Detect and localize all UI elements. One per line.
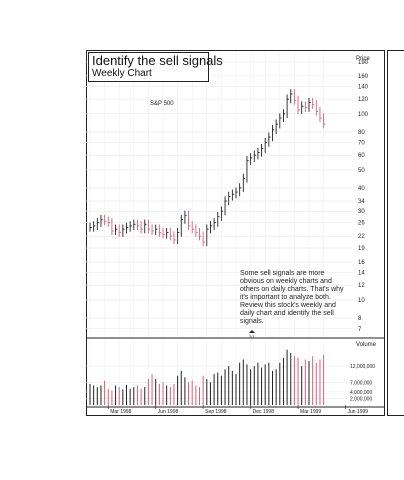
chart-title: Identify the sell signals [92, 53, 223, 68]
annotation-note: Some sell signals are more obvious on we… [240, 270, 344, 325]
price-tick-label: 10 [358, 298, 365, 304]
price-tick-label: 16 [358, 260, 365, 266]
price-bars [89, 89, 326, 247]
price-tick-label: 60 [358, 153, 365, 159]
grid-layer [86, 52, 352, 405]
price-tick-label: 120 [358, 97, 369, 103]
split-marker: 2/1 [249, 330, 255, 339]
price-tick-label: 190 [358, 60, 369, 66]
price-tick-label: 7 [358, 327, 362, 333]
date-tick-label: Dec 1998 [253, 409, 275, 415]
date-tick-label: Sep 1998 [205, 409, 227, 415]
chart-frame [86, 50, 385, 416]
date-tick-label: Mar 1999 [300, 409, 321, 415]
price-axis-label: Price [356, 56, 370, 62]
split-marker-text: 2/1 [249, 334, 255, 339]
price-tick-label: 12 [358, 283, 365, 289]
benchmark-label: S&P 500 [150, 101, 174, 107]
price-tick-label: 100 [358, 112, 369, 118]
price-tick-label: 50 [358, 168, 365, 174]
volume-tick-label: 12,000,000 [350, 364, 375, 370]
price-tick-label: 14 [358, 271, 365, 277]
price-tick-label: 70 [358, 141, 365, 147]
adjacent-chart-panel [387, 50, 404, 416]
title-box: Identify the sell signals Weekly Chart [88, 52, 223, 82]
price-tick-label: 80 [358, 130, 365, 136]
date-tick-label: Jun 1999 [348, 409, 369, 415]
price-tick-label: 22 [358, 234, 365, 240]
price-tick-label: 34 [358, 199, 365, 205]
price-axis: Price 190 160 140 120 100 80 70 60 50 40 34 30 26 22 1… [356, 56, 370, 333]
date-tick-label: Mar 1998 [110, 409, 131, 415]
volume-tick-label: 7,000,000 [350, 380, 372, 386]
price-tick-label: 26 [358, 221, 365, 227]
price-tick-label: 160 [358, 74, 369, 80]
date-tick-label: Jun 1998 [158, 409, 179, 415]
volume-bars [89, 349, 325, 405]
split-marker-icon [249, 330, 255, 333]
price-tick-label: 30 [358, 209, 365, 215]
volume-tick-label: 2,000,000 [350, 397, 372, 403]
chart-subtitle: Weekly Chart [92, 68, 152, 79]
price-tick-label: 40 [358, 186, 365, 192]
date-axis: Mar 1998 Jun 1998 Sep 1998 Dec 1998 Mar 1999… [107, 405, 369, 415]
volume-tick-label: 4,000,000 [350, 390, 372, 396]
price-tick-label: 19 [358, 246, 365, 252]
price-tick-label: 140 [358, 85, 369, 91]
volume-axis-label: Volume [356, 342, 377, 348]
price-tick-label: 8 [358, 316, 362, 322]
